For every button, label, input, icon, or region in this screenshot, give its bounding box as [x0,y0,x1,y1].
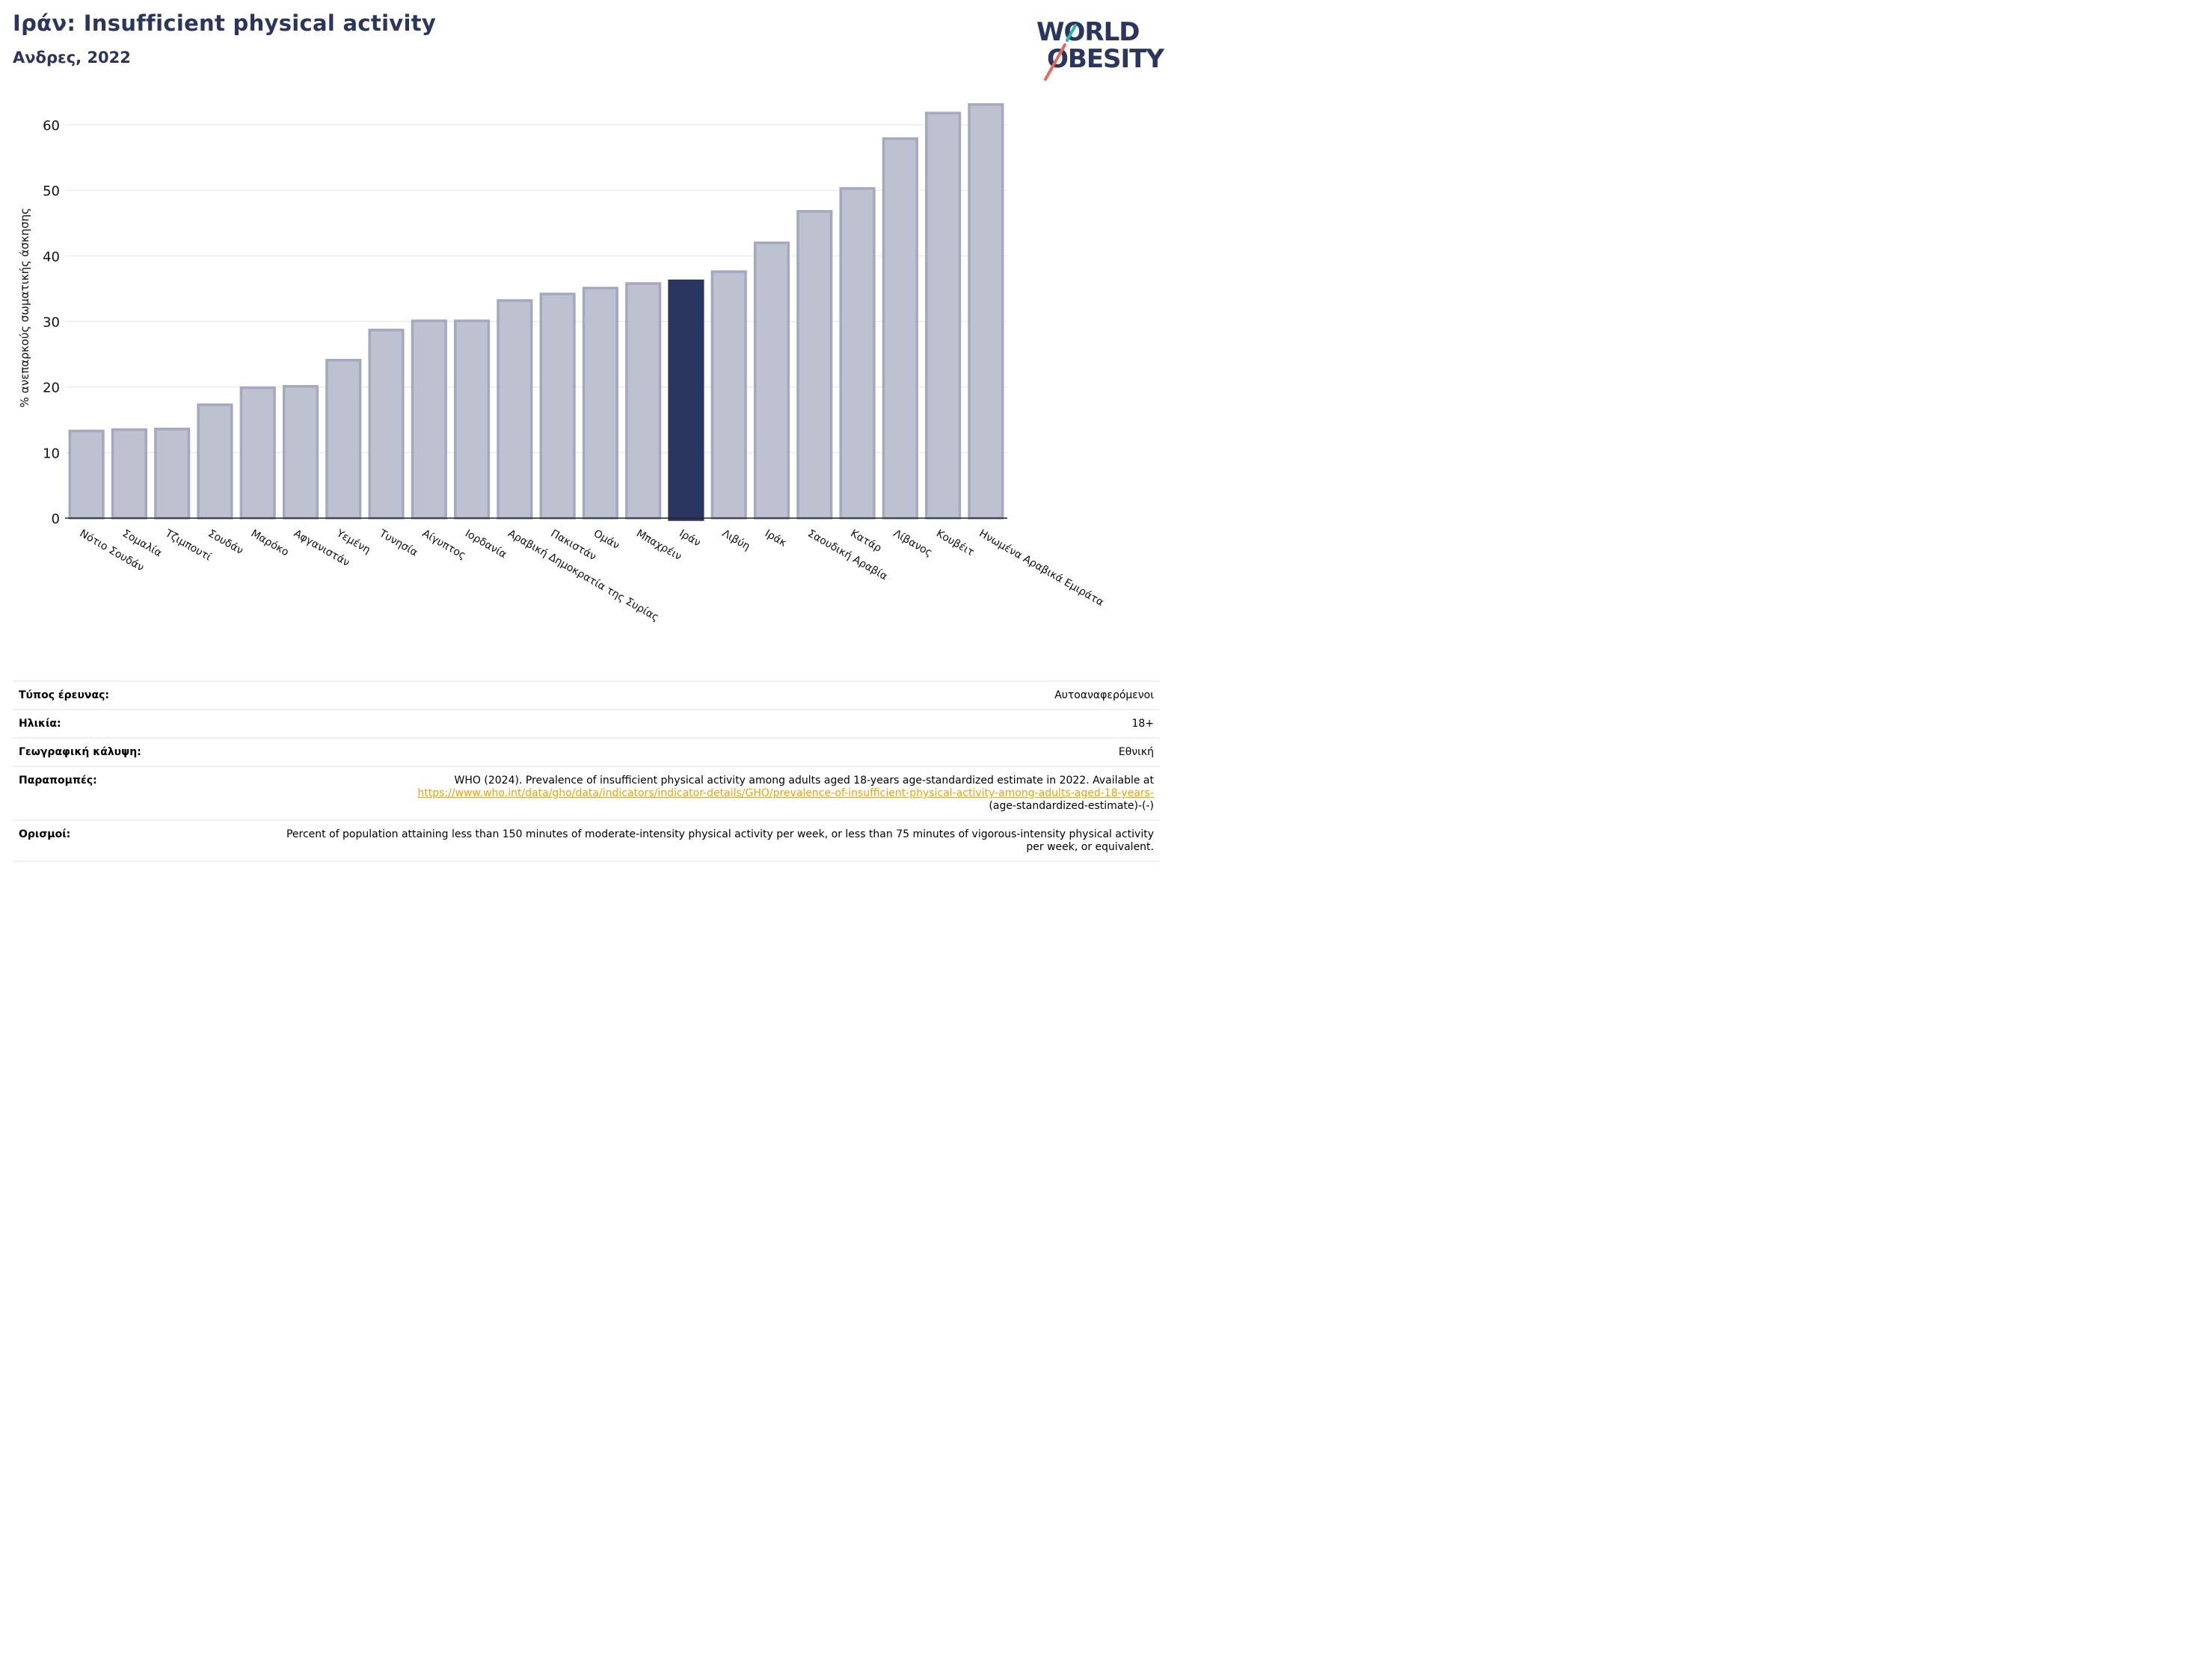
y-tick-label: 50 [43,184,60,200]
x-tick-label: Αραβική Δημοκρατία της Συρίας [506,528,660,624]
y-axis-label: % ανεπαρκούς σωματικής άσκησης [18,208,31,407]
bar [282,385,319,520]
meta-key: Ορισμοί: [19,828,71,840]
bar [882,137,918,520]
meta-key: Παραπομπές: [19,775,97,787]
y-tick-label: 60 [43,118,60,134]
bar [111,428,147,520]
bar [197,403,233,520]
world-obesity-logo: WORLD OBESITY [1035,12,1164,82]
meta-key: Γεωγραφική κάλυψη: [19,746,141,758]
x-tick-label: Μαρόκο [249,528,291,559]
x-tick-label: Λίβανος [891,528,934,559]
x-tick-label: Ηνωμένα Αραβικά Εμιράτα [977,528,1105,609]
x-tick-label: Κουβέιτ [934,528,976,559]
meta-row-age: Ηλικία: 18+ [13,710,1160,739]
meta-value: 18+ [1131,718,1154,730]
bar [753,241,790,520]
bar [154,428,191,520]
bar [839,187,876,520]
meta-row-survey-type: Τύπος έρευνας: Αυτοαναφερόμενοι [13,682,1160,710]
bar [925,111,962,520]
x-tick-label: Ομάν [592,528,621,552]
bar [454,319,491,520]
meta-row-references: Παραπομπές: WHO (2024). Prevalence of in… [13,767,1160,821]
bar [239,386,276,520]
x-tick-label: Ιράκ [763,528,788,550]
bar [625,282,662,520]
y-tick-label: 30 [43,315,60,330]
bar [710,270,747,520]
meta-row-definitions: Ορισμοί: Percent of population attaining… [13,821,1160,862]
meta-value: Εθνική [1118,746,1154,758]
y-tick-label: 40 [43,249,60,265]
meta-value: Αυτοαναφερόμενοι [1054,689,1154,701]
x-tick-label: Τυνησία [377,527,420,558]
y-tick-label: 20 [43,381,60,396]
reference-link[interactable]: https://www.who.int/data/gho/data/indica… [417,787,1154,799]
x-tick-label: Λιβύη [720,528,752,553]
bar [68,429,105,520]
bar [582,286,618,520]
x-tick-label: Σαουδική Αραβία [805,528,889,583]
x-tick-label: Αίγυπτος [420,528,468,562]
logo-line-2: OBESITY [1047,44,1164,74]
page-subtitle: Ανδρες, 2022 [13,49,131,67]
page-title: Ιράν: Insufficient physical activity [13,10,437,36]
reference-text: WHO (2024). Prevalence of insufficient p… [454,775,1154,787]
meta-value-references: WHO (2024). Prevalence of insufficient p… [417,775,1154,813]
meta-key: Τύπος έρευνας: [19,689,109,701]
y-tick-label: 10 [43,446,60,461]
bar [497,299,533,520]
bar [668,279,704,521]
metadata-table: Τύπος έρευνας: Αυτοαναφερόμενοι Ηλικία: … [13,680,1160,862]
meta-row-coverage: Γεωγραφική κάλυψη: Εθνική [13,739,1160,767]
meta-value: Percent of population attaining less tha… [286,828,1154,853]
x-tick-label: Ιορδανία [463,528,509,561]
logo-line-1: WORLD [1036,17,1140,47]
y-axis-ticks: 0 10 20 30 40 50 60 [43,118,60,527]
x-tick-label: Κατάρ [849,528,884,555]
bar [796,209,833,520]
x-tick-label: Τζιμπουτί [162,527,213,564]
meta-key: Ηλικία: [19,718,61,730]
bar [411,319,447,520]
bar [325,358,362,520]
reference-text-tail: (age-standardized-estimate)-(-) [989,800,1154,812]
bar [368,328,405,520]
x-tick-label: Ιράν [677,528,702,550]
bar [968,103,1004,520]
logo-slash-icon [1044,24,1077,81]
bar [539,292,576,520]
y-tick-label: 0 [52,511,60,527]
x-tick-label: Μπαχρέιν [634,528,683,563]
bars [68,103,1004,521]
